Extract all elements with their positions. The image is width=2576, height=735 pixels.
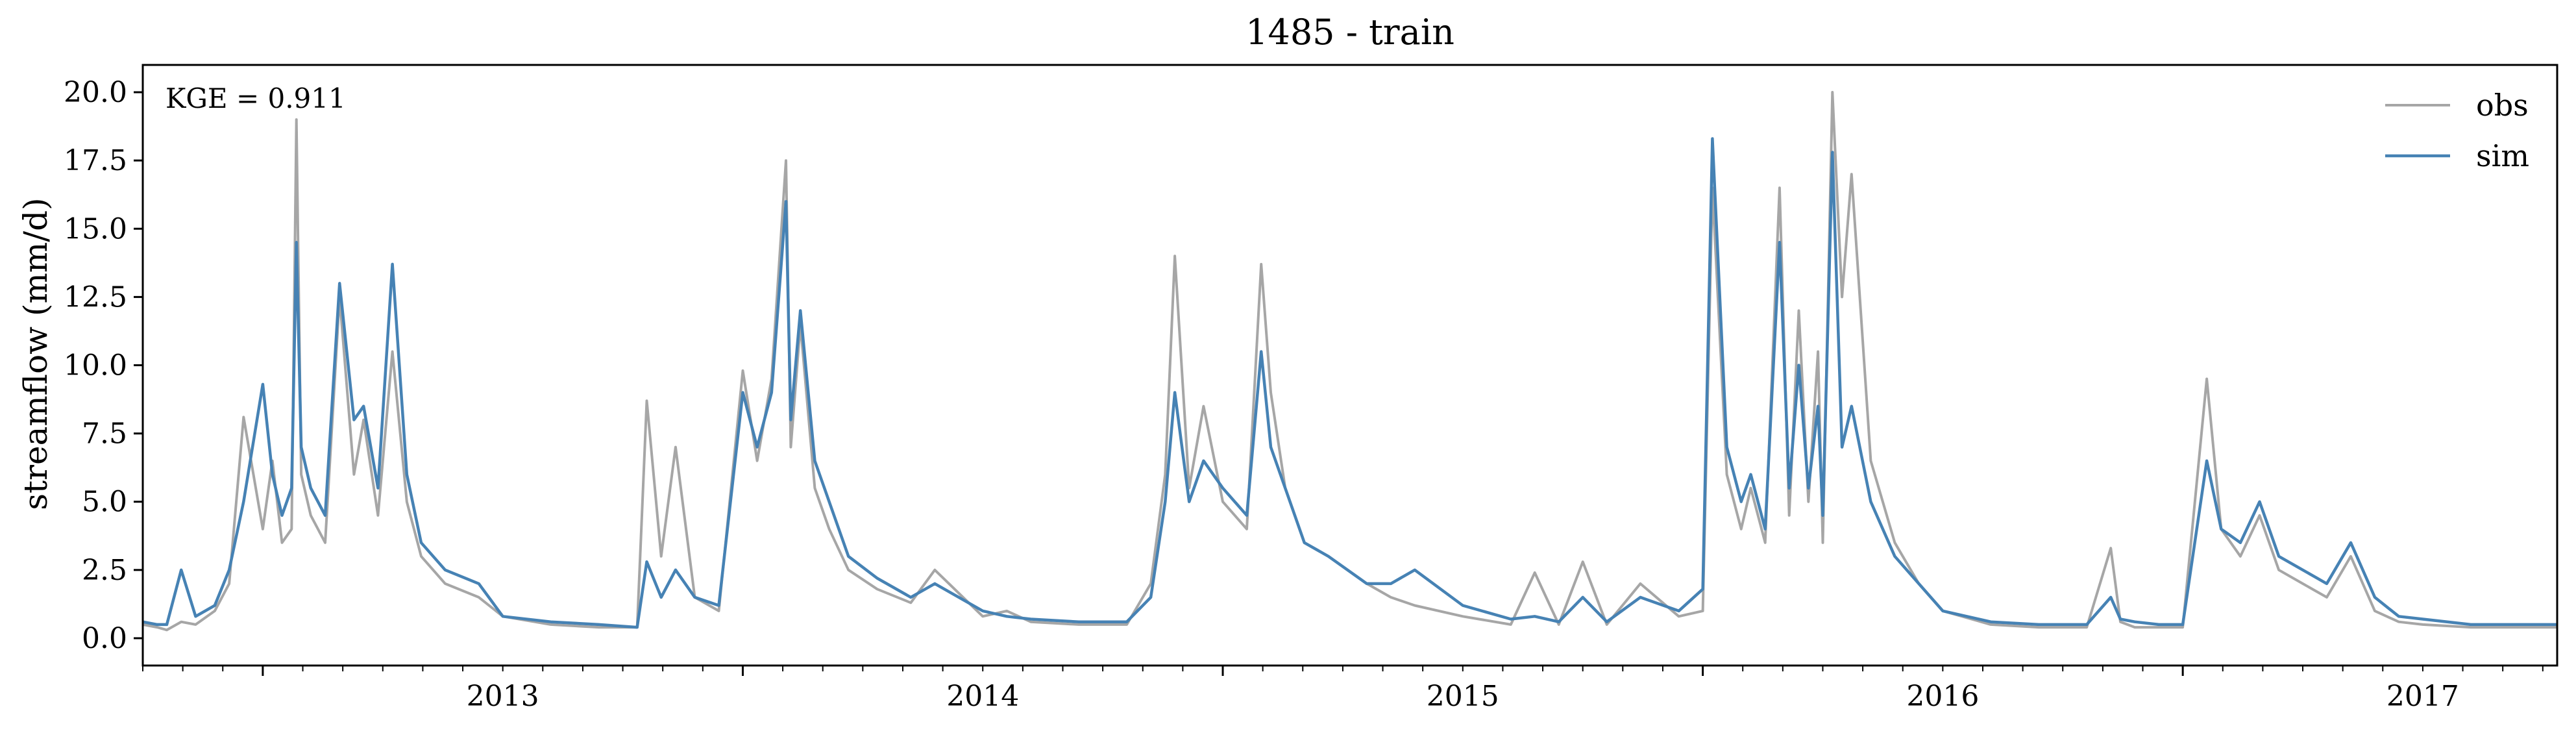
y-tick-label: 0.0 [82,622,127,655]
x-tick-label: 2015 [1427,680,1499,713]
y-tick-label: 17.5 [64,144,127,177]
legend: obs sim [2385,88,2529,173]
x-tick-label: 2013 [467,680,539,713]
y-axis-label: streamflow (mm/d) [17,197,55,510]
series-line-sim [142,137,2557,629]
y-tick-label: 15.0 [64,212,127,245]
x-tick-label: 2017 [2386,680,2459,713]
y-tick-label: 5.0 [82,486,127,519]
y-tick-label: 10.0 [64,349,127,382]
chart-title: 1485 - train [1245,12,1454,53]
y-tick-label: 12.5 [64,280,127,314]
plot-frame [141,64,2558,667]
x-tick-label: 2014 [946,680,1019,713]
y-tick-label: 20.0 [64,76,127,109]
y-tick-label: 2.5 [82,554,127,587]
plot-lines [142,91,2557,632]
legend-label-sim: sim [2476,138,2529,173]
legend-label-obs: obs [2476,88,2529,123]
y-tick-label: 7.5 [82,417,127,451]
x-tick-label: 2016 [1906,680,1979,713]
series-line-obs [142,91,2557,632]
x-axis-ticks: 2013 2014 2015 2016 2017 [142,666,2544,713]
y-axis-ticks: 0.0 2.5 5.0 7.5 10.0 12.5 15.0 17.5 20.0 [64,76,143,655]
kge-annotation: KGE = 0.911 [166,82,346,114]
